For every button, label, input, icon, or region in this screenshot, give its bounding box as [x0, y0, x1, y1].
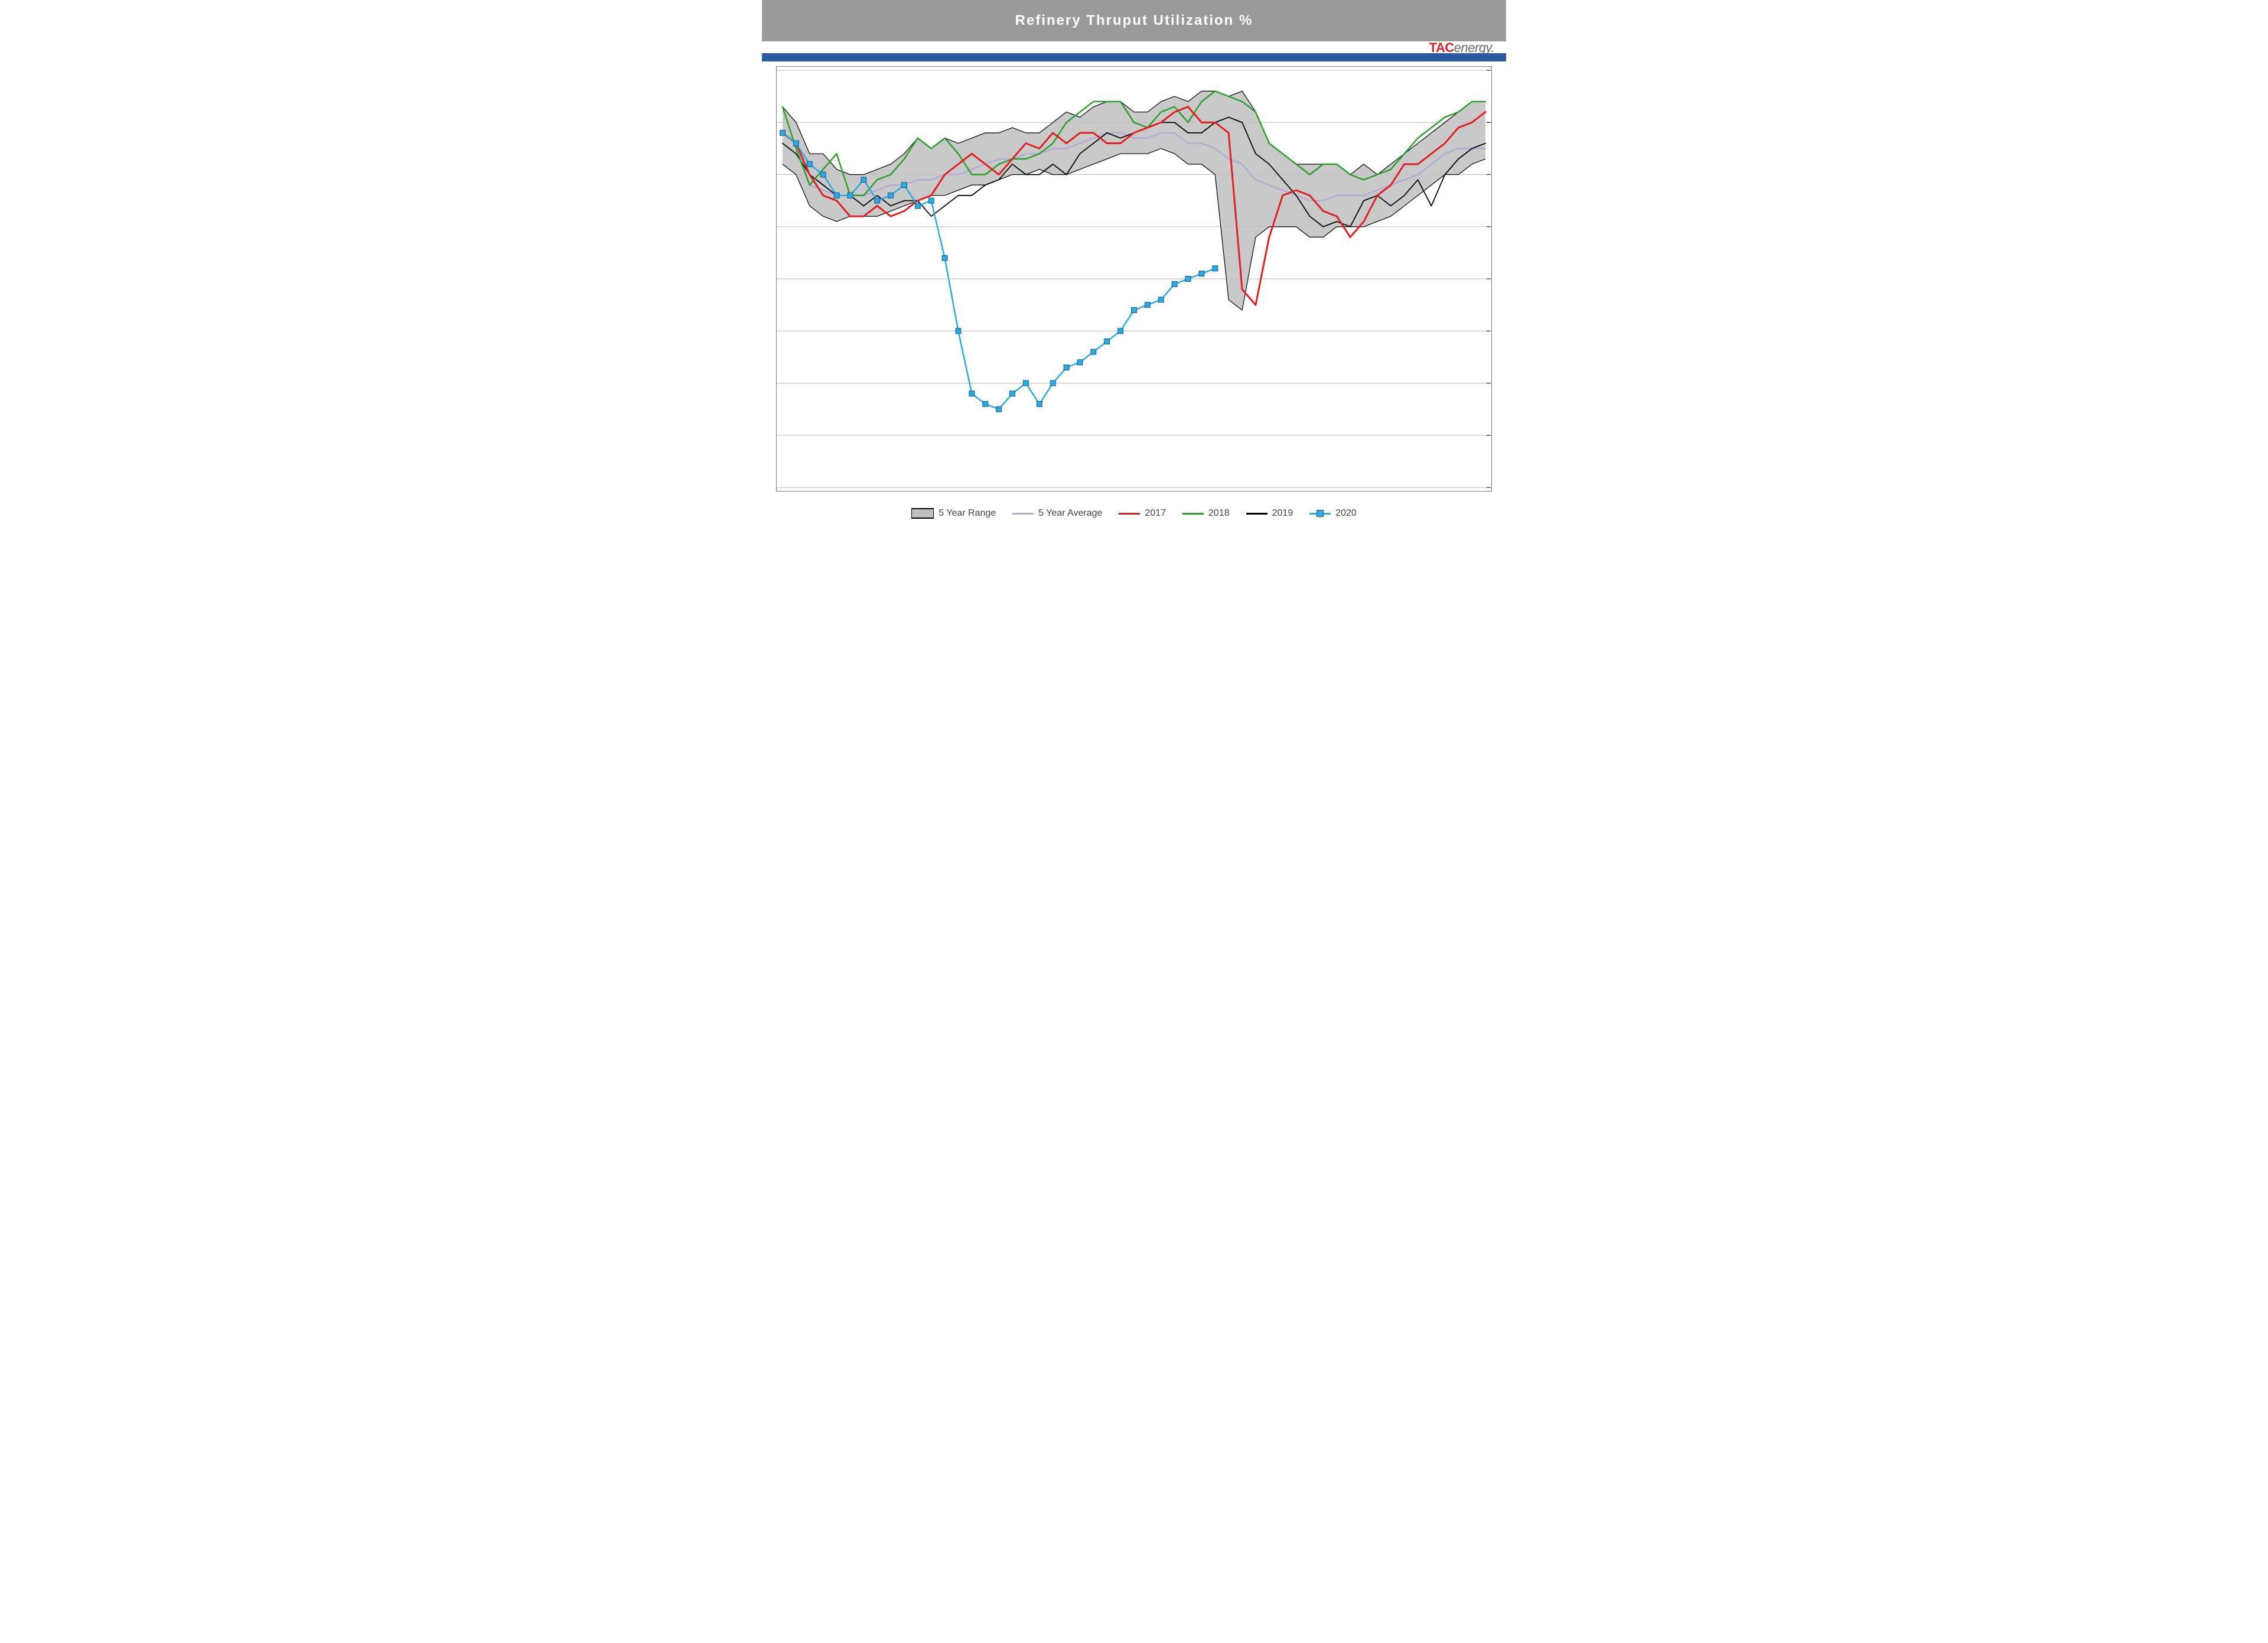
legend-item: 2017	[1119, 508, 1166, 519]
legend-label: 2020	[1335, 508, 1357, 519]
plot-svg	[777, 67, 1491, 491]
legend-item: 2019	[1246, 508, 1293, 519]
legend-item: 2018	[1182, 508, 1230, 519]
refinery-utilization-chart: Refinery Thruput Utilization % TACenergy…	[762, 0, 1506, 539]
legend-swatch	[1309, 513, 1331, 515]
legend-item: 5 Year Range	[911, 508, 996, 519]
legend-label: 5 Year Average	[1038, 508, 1102, 519]
legend-label: 2017	[1145, 508, 1166, 519]
chart-title: Refinery Thruput Utilization %	[1015, 12, 1253, 29]
legend-swatch	[911, 508, 934, 519]
accent-bar	[762, 53, 1506, 61]
legend-item: 2020	[1309, 508, 1357, 519]
legend: 5 Year Range 5 Year Average 2017 2018 2019 20…	[776, 508, 1492, 519]
legend-swatch	[1119, 513, 1140, 515]
legend-label: 5 Year Range	[939, 508, 996, 519]
plot-area	[776, 66, 1492, 492]
legend-swatch	[1182, 513, 1204, 515]
legend-label: 2019	[1272, 508, 1293, 519]
legend-swatch	[1012, 513, 1034, 515]
legend-item: 5 Year Average	[1012, 508, 1102, 519]
legend-swatch	[1246, 513, 1267, 515]
legend-label: 2018	[1208, 508, 1230, 519]
title-bar: Refinery Thruput Utilization %	[762, 0, 1506, 41]
